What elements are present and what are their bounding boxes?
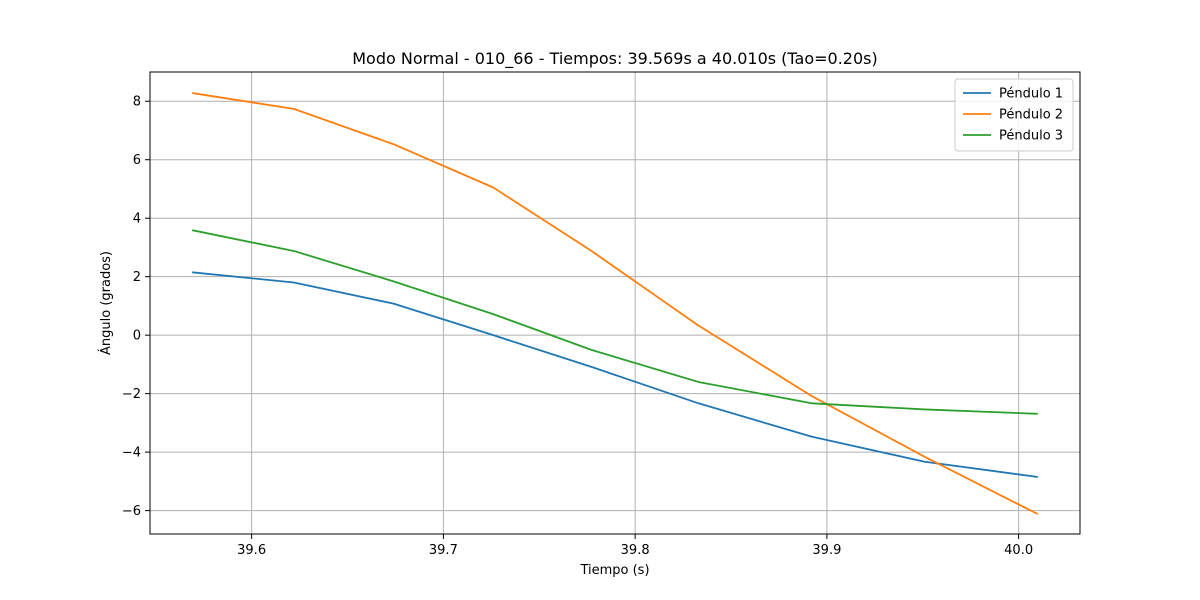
plot-frame bbox=[149, 71, 1081, 535]
grid-layer bbox=[150, 72, 1080, 534]
y-tick-label: 0 bbox=[133, 329, 141, 344]
y-tick-label: −6 bbox=[122, 504, 141, 519]
legend-label: Péndulo 3 bbox=[999, 129, 1063, 144]
series-line-pendulo-1 bbox=[192, 271, 1038, 478]
legend: Péndulo 1 Péndulo 2 Péndulo 3 bbox=[954, 78, 1074, 152]
legend-label: Péndulo 2 bbox=[999, 108, 1063, 123]
x-tick-label: 39.8 bbox=[621, 543, 650, 558]
x-tick-label: 39.6 bbox=[237, 543, 266, 558]
x-tick-label: 39.9 bbox=[812, 543, 841, 558]
series-line-pendulo-3 bbox=[192, 229, 1038, 415]
y-axis-label: Ángulo (grados) bbox=[98, 251, 114, 355]
x-tick-label: 40.0 bbox=[1004, 543, 1033, 558]
y-tick-label: 8 bbox=[133, 95, 141, 110]
y-tick-label: 2 bbox=[133, 270, 141, 285]
y-axis-ticks: −6 −4 −2 0 2 4 6 8 bbox=[122, 95, 150, 519]
x-axis-ticks: 39.6 39.7 39.8 39.9 40.0 bbox=[237, 534, 1033, 558]
y-tick-label: 6 bbox=[133, 153, 141, 168]
legend-box bbox=[954, 78, 1074, 152]
series-layer bbox=[192, 92, 1039, 515]
legend-label: Péndulo 1 bbox=[999, 87, 1063, 102]
series-line-pendulo-2 bbox=[192, 92, 1039, 515]
x-axis-label: Tiempo (s) bbox=[579, 563, 649, 578]
x-tick-label: 39.7 bbox=[429, 543, 458, 558]
y-tick-label: −2 bbox=[122, 387, 141, 402]
chart-title: Modo Normal - 010_66 - Tiempos: 39.569s … bbox=[352, 49, 878, 69]
y-tick-label: 4 bbox=[133, 212, 141, 227]
y-tick-label: −4 bbox=[122, 446, 141, 461]
